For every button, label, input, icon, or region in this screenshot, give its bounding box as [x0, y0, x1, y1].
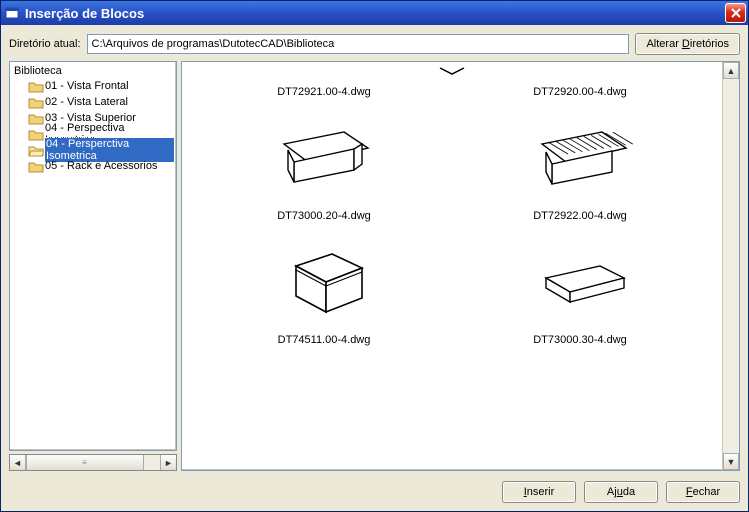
scroll-track[interactable]: ≡ — [26, 455, 160, 470]
app-icon — [5, 5, 21, 21]
thumbnail-preview — [264, 238, 384, 328]
tree-item[interactable]: 02 - Vista Lateral — [26, 94, 176, 110]
thumbnail-caption: DT73000.30-4.dwg — [533, 334, 627, 346]
main-row: Biblioteca 01 - Vista Frontal 02 - Vista… — [9, 61, 740, 471]
scroll-right-arrow[interactable]: ► — [160, 455, 176, 470]
scroll-left-arrow[interactable]: ◄ — [10, 455, 26, 470]
close-dialog-button[interactable]: Fechar — [666, 481, 740, 503]
folder-icon — [28, 160, 42, 172]
tree-item[interactable]: 05 - Rack e Acessorios — [26, 158, 176, 174]
preview-panel: DT72921.00-4.dwg DT72920.00-4.dwg DT7300… — [181, 61, 740, 471]
scroll-up-arrow[interactable]: ▲ — [723, 62, 739, 79]
insert-button[interactable]: Inserir — [502, 481, 576, 503]
thumbnail-item[interactable]: DT72922.00-4.dwg — [462, 114, 698, 222]
folder-icon — [28, 128, 42, 140]
thumbnail-caption: DT72921.00-4.dwg — [277, 86, 371, 98]
scroll-thumb[interactable]: ≡ — [26, 455, 144, 470]
thumbnail-caption: DT73000.20-4.dwg — [277, 210, 371, 222]
folder-icon — [28, 112, 42, 124]
tree-item[interactable]: 01 - Vista Frontal — [26, 78, 176, 94]
thumbnail-item[interactable]: DT73000.30-4.dwg — [462, 238, 698, 346]
preview-vscroll[interactable]: ▲ ▼ — [722, 62, 739, 470]
folder-icon — [28, 96, 42, 108]
tree-root-label[interactable]: Biblioteca — [12, 64, 176, 78]
dialog-content: Diretório atual: Alterar Diretórios Bibl… — [1, 25, 748, 511]
scroll-down-arrow[interactable]: ▼ — [723, 453, 739, 470]
preview-inner[interactable]: DT72921.00-4.dwg DT72920.00-4.dwg DT7300… — [182, 62, 722, 470]
thumbnail-caption: DT72922.00-4.dwg — [533, 210, 627, 222]
change-dir-button[interactable]: Alterar Diretórios — [635, 33, 740, 55]
thumbnail-item[interactable]: DT73000.20-4.dwg — [206, 114, 442, 222]
folder-icon — [28, 80, 42, 92]
tree-item[interactable]: 04 - Persperctiva Isometrica — [26, 142, 176, 158]
insert-label: nserir — [527, 486, 555, 498]
thumbnail-item[interactable]: DT74511.00-4.dwg — [206, 238, 442, 346]
window-title: Inserção de Blocos — [25, 6, 725, 21]
thumbnail-item[interactable]: DT72921.00-4.dwg — [206, 80, 442, 98]
thumbnail-preview — [520, 114, 640, 204]
preview-top-hint — [182, 62, 722, 76]
change-dir-label: Alterar Diretórios — [646, 38, 729, 50]
folder-icon — [28, 144, 42, 156]
tree-children: 01 - Vista Frontal 02 - Vista Lateral 03… — [12, 78, 176, 174]
thumbnail-item[interactable]: DT72920.00-4.dwg — [462, 80, 698, 98]
path-row: Diretório atual: Alterar Diretórios — [9, 33, 740, 55]
close-button[interactable] — [725, 3, 746, 23]
dialog-window: Inserção de Blocos Diretório atual: Alte… — [0, 0, 749, 512]
thumbnail-caption: DT72920.00-4.dwg — [533, 86, 627, 98]
tree-panel[interactable]: Biblioteca 01 - Vista Frontal 02 - Vista… — [9, 61, 177, 451]
thumbnail-preview — [264, 114, 384, 204]
tree-item-label: 01 - Vista Frontal — [45, 80, 129, 92]
path-label: Diretório atual: — [9, 38, 81, 50]
tree-item-label: 04 - Persperctiva Isometrica — [45, 138, 174, 162]
vscroll-track[interactable] — [723, 79, 739, 453]
close-icon — [731, 8, 741, 18]
thumbnail-preview — [520, 238, 640, 328]
help-button[interactable]: Ajuda — [584, 481, 658, 503]
tree-column: Biblioteca 01 - Vista Frontal 02 - Vista… — [9, 61, 177, 471]
footer-row: Inserir Ajuda Fechar — [9, 471, 740, 503]
thumbnail-grid: DT72921.00-4.dwg DT72920.00-4.dwg DT7300… — [182, 76, 722, 356]
tree-hscroll[interactable]: ◄ ≡ ► — [9, 454, 177, 471]
tree-item-label: 02 - Vista Lateral — [45, 96, 128, 108]
path-input[interactable] — [87, 34, 630, 54]
close-label: echar — [693, 486, 721, 498]
help-label: Ajuda — [607, 486, 635, 498]
thumbnail-caption: DT74511.00-4.dwg — [278, 334, 371, 346]
titlebar[interactable]: Inserção de Blocos — [1, 1, 748, 25]
tree-item-label: 05 - Rack e Acessorios — [45, 160, 158, 172]
tree-root: Biblioteca 01 - Vista Frontal 02 - Vista… — [10, 62, 176, 176]
